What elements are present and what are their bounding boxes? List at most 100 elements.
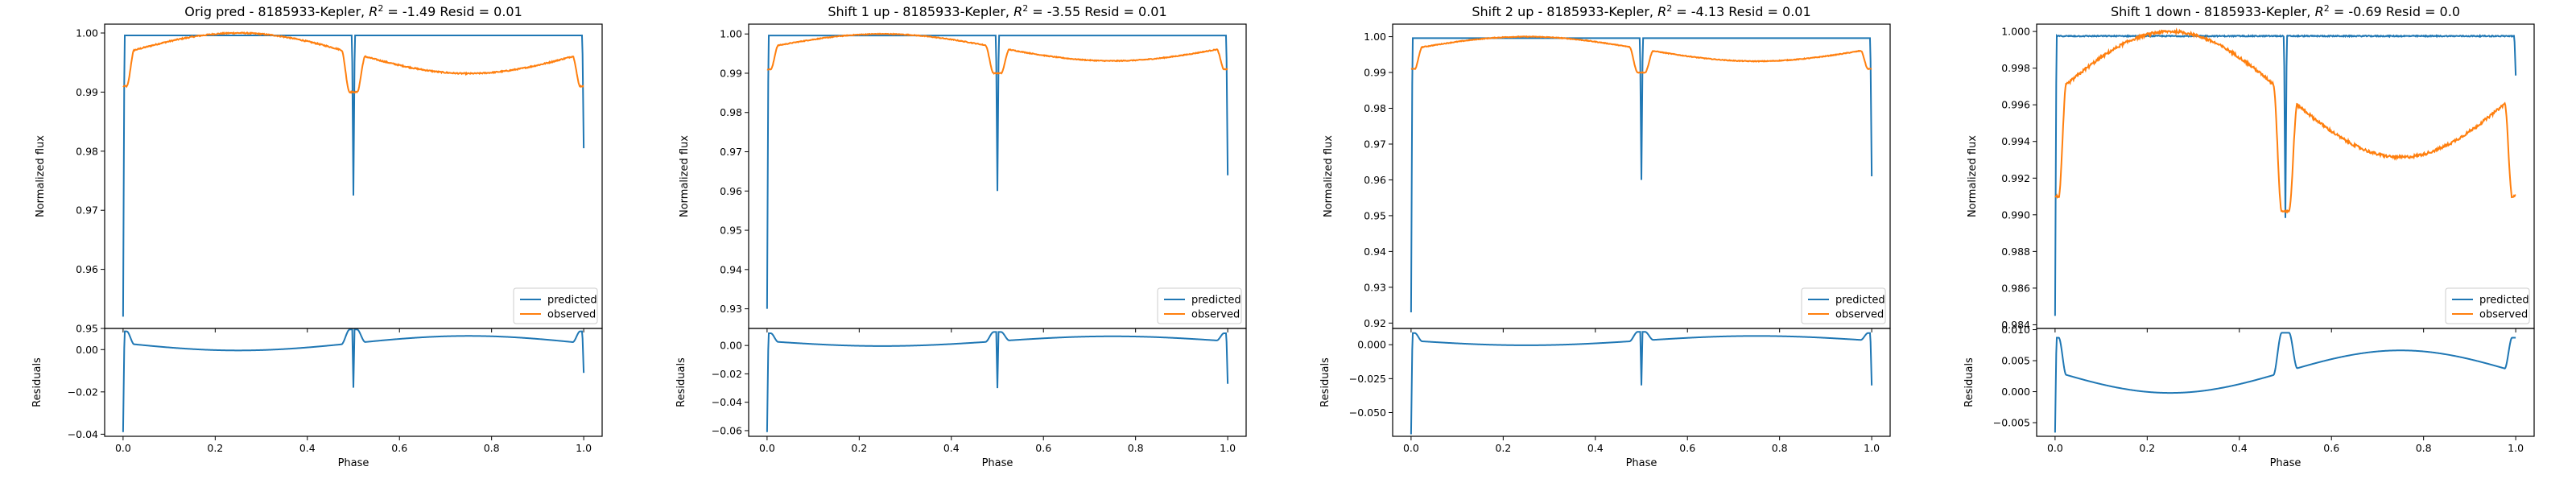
y-axis-label-top: Normalized flux [1323,135,1335,217]
series-line-predicted [766,35,1229,309]
y-tick-label-top: 0.990 [2001,208,2030,221]
chart-title-r2-value: = -4.13 [1672,4,1728,19]
y-tick-label-top: 1.00 [720,28,742,40]
x-tick-label: 0.2 [2139,442,2155,454]
y-tick-label-bottom: 0.00 [720,340,742,352]
chart-panel-4: Shift 1 down - 8185933-Kepler, R2 = -0.6… [1963,3,2535,469]
y-tick-label-top: 0.998 [2001,62,2030,74]
x-tick-label: 0.8 [1772,442,1788,454]
y-axis-label-bottom: Residuals [675,357,687,407]
series-line-residuals [1410,331,1873,435]
x-tick-label: 0.8 [1128,442,1144,454]
chart-title-r2-value: = -3.55 [1028,4,1084,19]
x-axis-label: Phase [338,457,369,469]
chart-title-r: R [2315,4,2324,19]
y-tick-label-top: 0.986 [2001,282,2030,294]
y-tick-label-top: 0.99 [720,67,742,79]
series-line-observed [766,32,1228,75]
x-tick-label: 0.4 [943,442,960,454]
y-axis-label-top: Normalized flux [35,135,47,217]
y-axis-label-top: Normalized flux [1967,135,1979,217]
y-tick-label-top: 0.92 [1364,317,1386,329]
y-tick-label-top: 0.96 [720,185,742,197]
y-tick-label-top: 0.93 [1364,281,1386,293]
chart-title-resid: Resid = 0.0 [2386,4,2460,19]
y-tick-label-bottom: −0.04 [68,428,98,440]
chart-title-r: R [1013,4,1022,19]
series-line-residuals [2054,332,2516,433]
legend-label-observed: observed [2479,309,2528,321]
y-tick-label-top: 1.00 [1364,31,1386,43]
y-tick-label-top: 0.95 [76,323,98,335]
y-tick-label-bottom: −0.050 [1349,407,1386,419]
chart-title-prefix: Shift 1 up - 8185933-Kepler, [828,4,1013,19]
y-tick-label-bottom: −0.02 [68,386,98,398]
x-tick-label: 0.2 [1495,442,1511,454]
x-axis-label: Phase [982,457,1013,469]
y-tick-label-top: 0.97 [76,204,98,217]
legend-label-predicted: predicted [2479,295,2529,307]
chart-title: Shift 1 down - 8185933-Kepler, R2 = -0.6… [2111,3,2460,19]
series-line-observed [122,31,584,94]
y-tick-label-top: 0.96 [76,263,98,275]
y-tick-label-bottom: 0.000 [1357,339,1386,351]
chart-title-exponent: 2 [378,3,383,14]
chart-title-r: R [1657,4,1666,19]
x-tick-label: 0.2 [851,442,867,454]
y-tick-label-top: 0.94 [720,263,742,275]
chart-title-prefix: Shift 2 up - 8185933-Kepler, [1472,4,1657,19]
y-axis-label-bottom: Residuals [1963,357,1975,407]
y-tick-label-top: 0.93 [720,303,742,315]
x-tick-label: 0.6 [1035,442,1051,454]
chart-panel-3: Shift 2 up - 8185933-Kepler, R2 = -4.13 … [1319,3,1891,469]
y-tick-label-bottom: 0.00 [76,344,98,356]
y-tick-label-top: 0.96 [1364,174,1386,186]
x-tick-label: 0.8 [484,442,500,454]
y-tick-label-bottom: 0.000 [2001,386,2030,398]
y-tick-label-top: 0.99 [1364,67,1386,79]
y-tick-label-top: 0.98 [1364,102,1386,114]
series-line-predicted [2054,33,2517,316]
chart-title-r2-value: = -0.69 [2330,4,2386,19]
axes-frame-bottom [748,328,1247,437]
series-line-predicted [122,34,585,317]
chart-title: Shift 1 up - 8185933-Kepler, R2 = -3.55 … [828,3,1166,19]
x-tick-label: 1.0 [576,442,592,454]
y-axis-label-top: Normalized flux [679,135,691,217]
y-axis-label-bottom: Residuals [31,357,43,407]
x-tick-label: 0.4 [1587,442,1604,454]
series-line-predicted [1410,37,1873,312]
legend-label-observed: observed [547,309,596,321]
x-tick-label: 1.0 [1864,442,1880,454]
y-tick-label-top: 0.98 [76,145,98,157]
y-tick-label-top: 0.984 [2001,319,2030,331]
legend-label-observed: observed [1191,309,1240,321]
x-tick-label: 0.0 [2047,442,2063,454]
x-tick-label: 0.2 [207,442,223,454]
series-line-residuals [122,328,585,432]
legend-label-predicted: predicted [547,295,597,307]
y-tick-label-top: 0.97 [720,146,742,158]
x-tick-label: 0.4 [299,442,316,454]
x-tick-label: 0.8 [2416,442,2432,454]
y-tick-label-top: 1.000 [2001,26,2030,38]
x-tick-label: 0.6 [2323,442,2339,454]
x-tick-label: 1.0 [2508,442,2524,454]
x-axis-label: Phase [1626,457,1657,469]
chart-panel-2: Shift 1 up - 8185933-Kepler, R2 = -3.55 … [675,3,1247,469]
chart-panel-1: Orig pred - 8185933-Kepler, R2 = -1.49 R… [31,3,603,469]
series-line-observed [2054,27,2516,214]
chart-title-r2-value: = -1.49 [383,4,440,19]
y-tick-label-bottom: −0.04 [712,396,742,408]
x-tick-label: 0.4 [2231,442,2248,454]
y-tick-label-top: 0.95 [720,225,742,237]
y-tick-label-bottom: −0.02 [712,368,742,380]
x-tick-label: 0.6 [391,442,407,454]
chart-title: Shift 2 up - 8185933-Kepler, R2 = -4.13 … [1472,3,1810,19]
y-tick-label-top: 0.98 [720,106,742,118]
y-tick-label-bottom: −0.06 [712,424,742,436]
axes-frame-bottom [104,328,603,437]
y-tick-label-top: 1.00 [76,27,98,39]
x-tick-label: 1.0 [1220,442,1236,454]
chart-title-resid: Resid = 0.01 [440,4,522,19]
